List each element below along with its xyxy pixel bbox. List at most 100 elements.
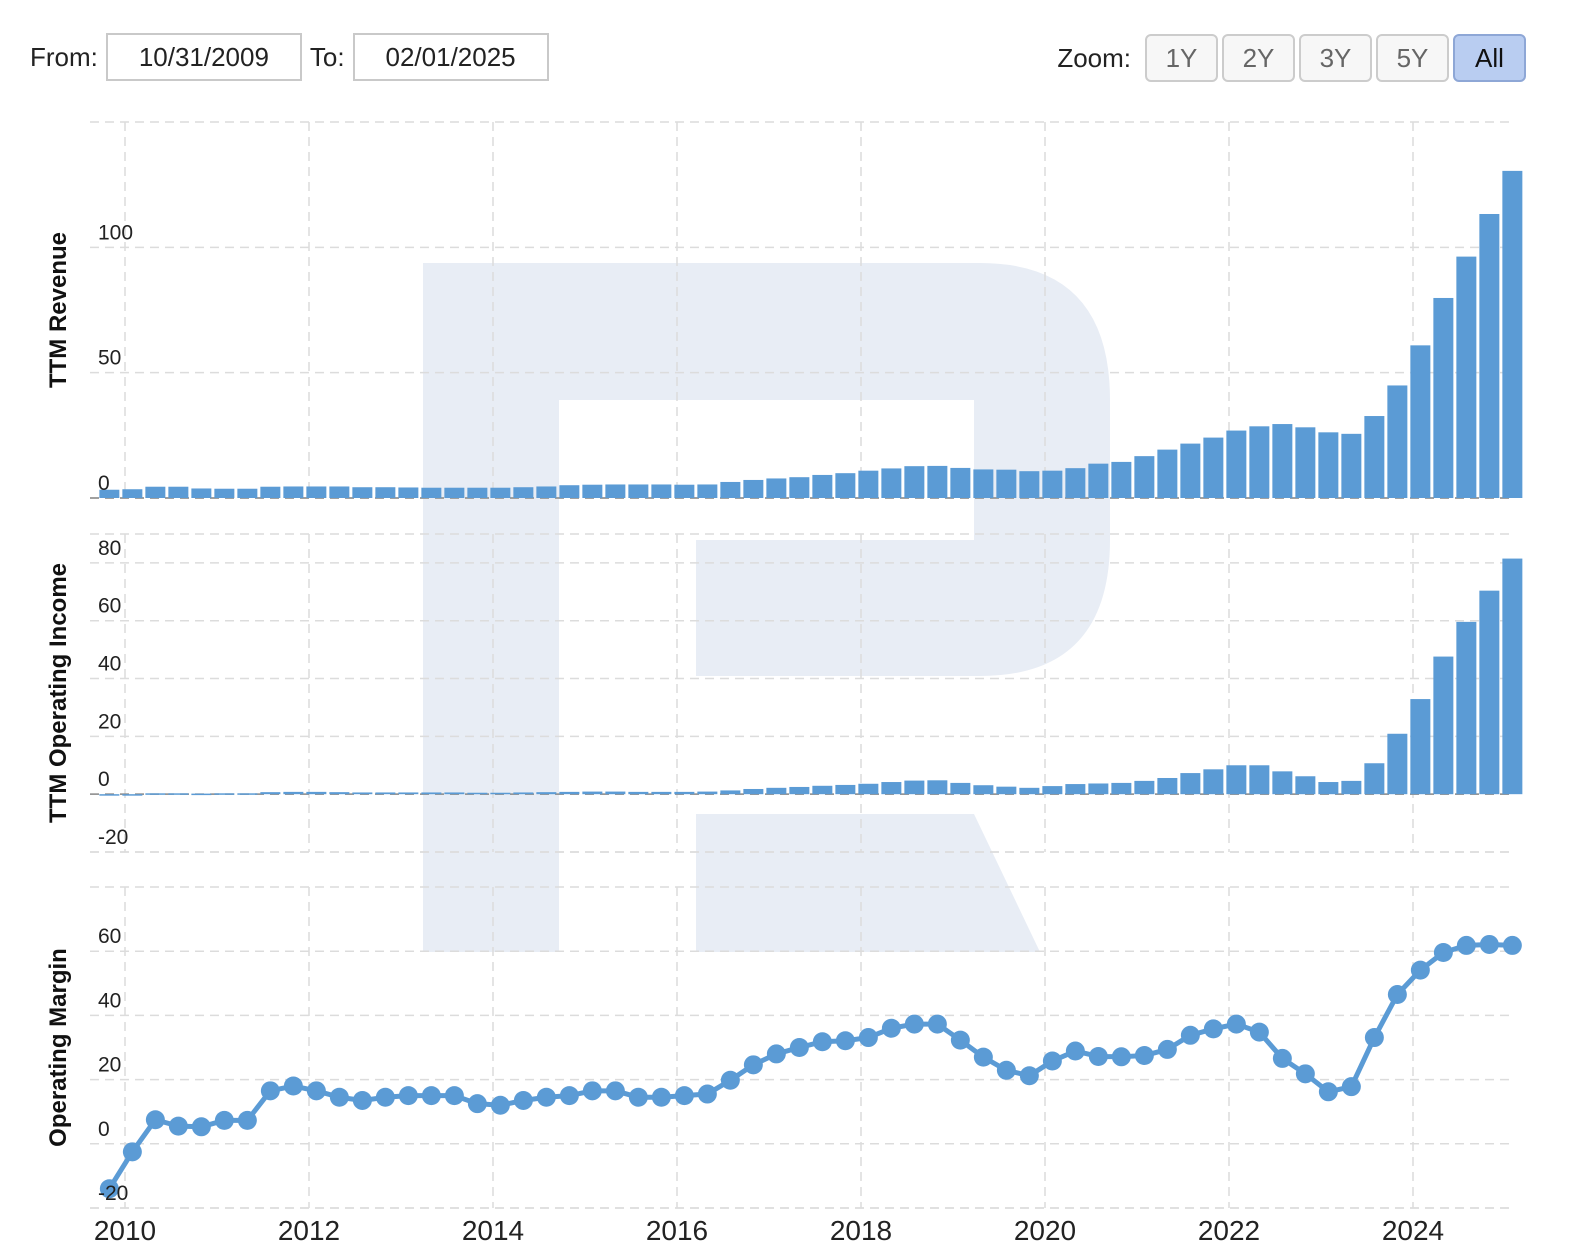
data-point[interactable] [996,1060,1016,1080]
data-point[interactable] [1226,1014,1246,1034]
data-point[interactable] [1364,1028,1384,1048]
zoom-2y-button[interactable]: 2Y [1222,34,1295,82]
data-point[interactable] [674,1086,694,1106]
bar[interactable] [950,467,971,498]
data-point[interactable] [421,1086,441,1106]
zoom-all-button[interactable]: All [1453,34,1526,82]
data-point[interactable] [1410,960,1430,980]
data-point[interactable] [490,1095,510,1115]
bar[interactable] [214,488,235,498]
data-point[interactable] [260,1081,280,1101]
bar[interactable] [1387,733,1408,795]
bar[interactable] [191,488,212,498]
bar[interactable] [1456,621,1477,795]
bar[interactable] [421,487,442,498]
bar[interactable] [835,473,856,498]
bar[interactable] [1065,468,1086,498]
bar[interactable] [1019,471,1040,498]
bar[interactable] [1479,213,1500,498]
data-point[interactable] [1295,1064,1315,1084]
bar[interactable] [950,782,971,795]
bar[interactable] [1479,590,1500,795]
bar[interactable] [766,478,787,498]
bar[interactable] [582,791,603,795]
data-point[interactable] [1341,1077,1361,1097]
data-point[interactable] [536,1087,556,1107]
bar[interactable] [789,477,810,498]
bar[interactable] [1318,432,1339,498]
bar[interactable] [1180,773,1201,795]
bar[interactable] [881,468,902,498]
bar[interactable] [1042,470,1063,498]
bar[interactable] [283,486,304,498]
data-point[interactable] [99,1179,119,1199]
bar[interactable] [1387,385,1408,498]
bar[interactable] [122,794,143,796]
bar[interactable] [352,487,373,498]
bar[interactable] [191,793,212,796]
bar[interactable] [444,792,465,795]
data-point[interactable] [1502,935,1522,955]
data-point[interactable] [1180,1025,1200,1045]
data-point[interactable] [858,1028,878,1048]
bar[interactable] [1318,782,1339,795]
data-point[interactable] [191,1117,211,1137]
bar[interactable] [1364,763,1385,795]
bar[interactable] [536,486,557,498]
data-point[interactable] [835,1031,855,1051]
data-point[interactable] [444,1086,464,1106]
bar[interactable] [743,479,764,498]
bar[interactable] [1019,787,1040,795]
bar[interactable] [122,489,143,498]
data-point[interactable] [122,1142,142,1162]
data-point[interactable] [927,1014,947,1034]
data-point[interactable] [467,1094,487,1114]
bar[interactable] [1433,297,1454,498]
data-point[interactable] [812,1032,832,1052]
bar[interactable] [1249,765,1270,795]
bar[interactable] [1272,771,1293,795]
bar[interactable] [927,465,948,498]
bar[interactable] [605,484,626,498]
bar[interactable] [1226,765,1247,795]
data-point[interactable] [1088,1046,1108,1066]
bar[interactable] [1341,433,1362,498]
bar[interactable] [1272,424,1293,498]
bar[interactable] [812,474,833,498]
data-point[interactable] [628,1087,648,1107]
data-point[interactable] [1157,1039,1177,1059]
bar[interactable] [99,489,120,498]
bar[interactable] [329,486,350,498]
data-point[interactable] [1203,1019,1223,1039]
bar[interactable] [398,487,419,498]
bar[interactable] [1410,699,1431,795]
bar[interactable] [697,484,718,498]
bar[interactable] [835,784,856,795]
bar[interactable] [375,792,396,795]
data-point[interactable] [881,1018,901,1038]
bar[interactable] [720,790,741,795]
bar[interactable] [697,791,718,795]
bar[interactable] [1249,426,1270,498]
bar[interactable] [996,786,1017,795]
data-point[interactable] [1479,934,1499,954]
bar[interactable] [720,481,741,498]
bar[interactable] [1088,783,1109,795]
bar[interactable] [1203,769,1224,795]
bar[interactable] [789,786,810,795]
data-point[interactable] [1387,985,1407,1005]
data-point[interactable] [1272,1048,1292,1068]
bar[interactable] [1180,443,1201,498]
bar[interactable] [1088,463,1109,498]
data-point[interactable] [1042,1051,1062,1071]
data-point[interactable] [950,1030,970,1050]
data-point[interactable] [559,1086,579,1106]
data-point[interactable] [720,1070,740,1090]
bar[interactable] [1502,558,1523,795]
bar[interactable] [260,792,281,795]
data-point[interactable] [168,1116,188,1136]
data-point[interactable] [1456,935,1476,955]
bar[interactable] [214,793,235,795]
bar[interactable] [1502,170,1523,498]
bar[interactable] [1203,437,1224,498]
